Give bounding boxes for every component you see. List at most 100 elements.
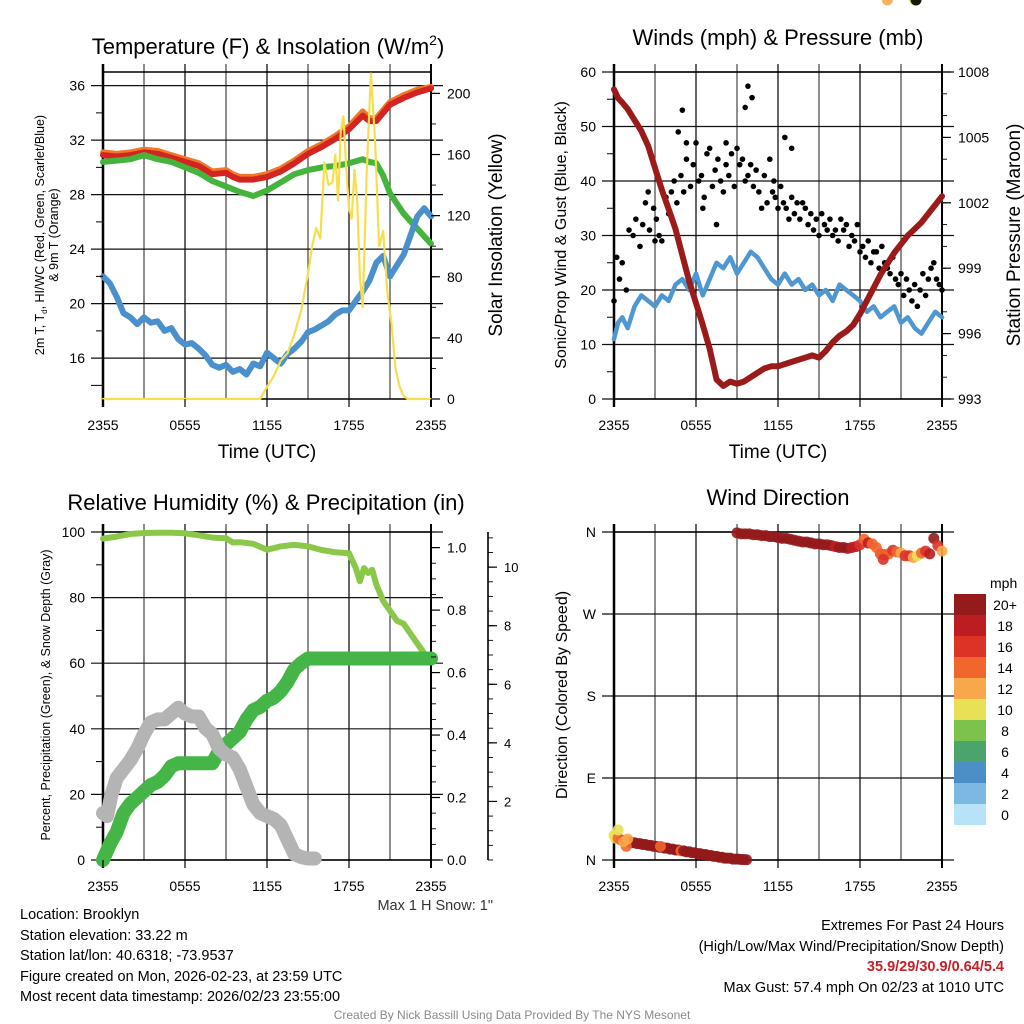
humidity-panel: Relative Humidity (%) & Precipitation (i… xyxy=(39,490,518,894)
gust-point xyxy=(616,276,623,282)
pressure-ylabel: Station Pressure (Maroon) xyxy=(1004,124,1024,347)
gust-point xyxy=(818,210,825,217)
humidity-chart-title: Relative Humidity (%) & Precipitation (i… xyxy=(67,490,464,515)
temperature-ytick-label: 16 xyxy=(69,350,85,366)
pressure-y2tick-label: 1008 xyxy=(958,64,989,80)
temperature-ylabel-line2: & 9m T (Orange) xyxy=(47,188,61,281)
temperature-xtick-label: 0555 xyxy=(169,417,200,433)
humidity-ytick-label: 40 xyxy=(69,721,85,737)
precip-y2tick-label: 0.4 xyxy=(447,727,467,743)
colorbar-label: 0 xyxy=(1001,807,1009,823)
gust-point xyxy=(690,161,697,168)
gust-point xyxy=(671,178,677,184)
pressure-y2tick-label: 996 xyxy=(958,326,982,342)
max-hourly-snow-note: Max 1 H Snow: 1" xyxy=(377,898,493,914)
wind-ytick-label: 60 xyxy=(580,64,596,80)
gust-point xyxy=(873,249,880,255)
colorbar-label: 12 xyxy=(997,681,1013,697)
pressure-y2tick-label: 1005 xyxy=(958,129,989,145)
gust-point xyxy=(611,298,617,304)
gust-point xyxy=(679,107,686,113)
credit-text: Created By Nick Bassill Using Data Provi… xyxy=(333,1008,691,1022)
gust-point xyxy=(712,167,718,173)
wind-direction-xtick-label: 2355 xyxy=(598,878,629,894)
wind-series xyxy=(611,83,945,389)
gust-point xyxy=(917,287,923,293)
temperature-chart-title: Temperature (F) & Insolation (W/m2) xyxy=(92,32,445,59)
gust-point xyxy=(775,205,781,212)
humidity-ytick-label: 20 xyxy=(69,786,85,802)
gust-point xyxy=(843,221,850,228)
wind-direction-point xyxy=(618,836,630,848)
wind-grid xyxy=(602,64,954,407)
gust-point xyxy=(906,287,912,293)
wind-direction-xtick-label: 2355 xyxy=(926,878,957,894)
wind-direction-point xyxy=(881,0,893,6)
gust-point xyxy=(769,189,776,195)
gust-point xyxy=(653,216,660,222)
gust-point xyxy=(808,210,814,217)
gust-point xyxy=(613,254,620,261)
wind-xtick-label: 1155 xyxy=(763,417,793,433)
temperature-axes: 16 20 24 28 32 36 0 40 80 120 160 200 2355 0555 1155 17… xyxy=(69,78,470,433)
gust-point xyxy=(726,172,732,179)
gust-point xyxy=(704,150,710,157)
gust-point xyxy=(797,216,803,222)
gust-point xyxy=(731,183,738,190)
snow-depth-y2tick-label: 10 xyxy=(504,560,518,575)
wind-series-wind xyxy=(611,249,945,342)
gust-point xyxy=(646,227,653,233)
gust-point xyxy=(675,129,682,135)
wind-direction-grid xyxy=(602,524,954,868)
gust-point xyxy=(659,238,665,244)
gust-point xyxy=(761,172,768,179)
extremes-legend: (High/Low/Max Wind/Precipitation/Snow De… xyxy=(698,938,1004,955)
wind-direction-ytick-label: S xyxy=(587,688,596,704)
humidity-series-snow-depth xyxy=(96,700,322,866)
gust-point xyxy=(782,134,788,141)
gust-point xyxy=(687,183,694,190)
gust-point xyxy=(723,140,729,146)
insolation-y2tick-label: 40 xyxy=(447,330,463,346)
gust-point xyxy=(742,104,748,111)
gust-point xyxy=(821,221,828,228)
gust-point xyxy=(713,221,720,228)
gust-point xyxy=(626,227,632,233)
extremes-title: Extremes For Past 24 Hours xyxy=(821,918,1004,934)
gust-point xyxy=(678,172,684,179)
gust-point xyxy=(865,238,871,244)
gust-point xyxy=(772,194,779,201)
insolation-y2tick-label: 80 xyxy=(447,269,463,285)
gust-point xyxy=(903,276,910,282)
colorbar-label: 16 xyxy=(997,639,1013,655)
gust-point xyxy=(802,205,809,212)
gust-point xyxy=(695,178,702,184)
wind-direction-xtick-label: 1755 xyxy=(844,878,875,894)
gust-point xyxy=(928,265,934,272)
colorbar-swatch xyxy=(954,615,986,636)
wind-xtick-label: 2355 xyxy=(598,417,629,433)
insolation-y2tick-label: 200 xyxy=(447,85,471,101)
gust-point xyxy=(706,145,713,152)
gust-point xyxy=(723,161,729,168)
wind-ylabel: Sonic/Prop Wind & Gust (Blue, Black) xyxy=(553,101,570,369)
gust-point xyxy=(750,183,757,190)
gust-point xyxy=(840,227,847,233)
gust-point xyxy=(827,216,833,222)
gust-point xyxy=(816,232,822,239)
gust-point xyxy=(794,200,800,206)
gust-point xyxy=(619,259,625,266)
temperature-xtick-label: 2355 xyxy=(415,417,446,433)
gust-point xyxy=(914,303,921,310)
temperature-panel: Temperature (F) & Insolation (W/m2) 16 20… xyxy=(33,32,507,463)
gust-point xyxy=(717,178,724,184)
gust-point xyxy=(764,200,770,206)
gust-point xyxy=(683,140,690,146)
wind-ytick-label: 30 xyxy=(580,228,596,244)
gust-point xyxy=(645,189,651,195)
gust-point xyxy=(887,270,893,277)
gust-point xyxy=(623,287,630,293)
temperature-xtick-label: 1755 xyxy=(333,417,364,433)
gust-point xyxy=(805,221,811,228)
